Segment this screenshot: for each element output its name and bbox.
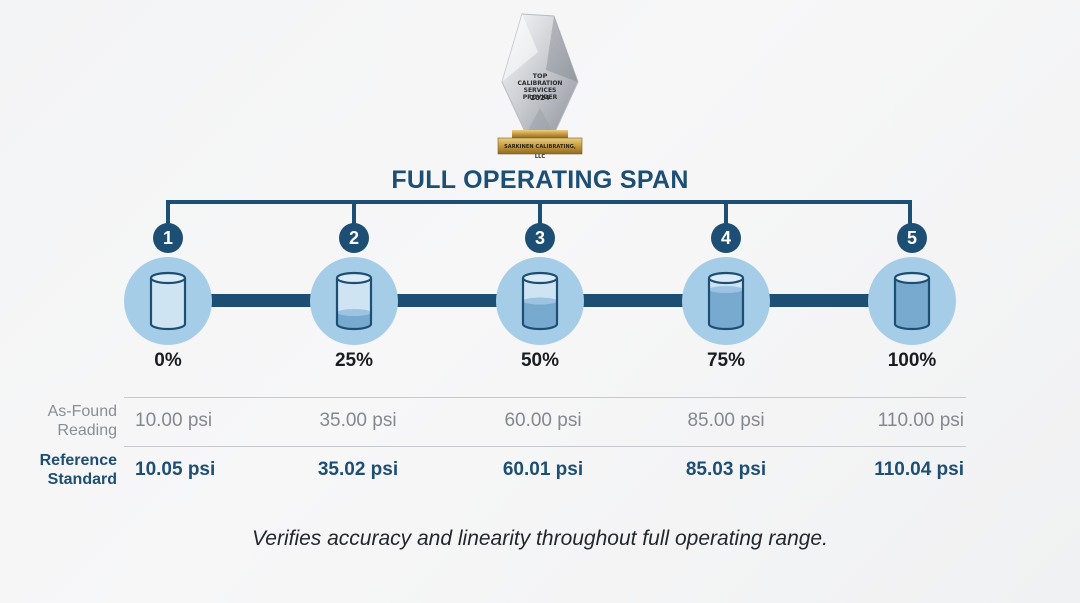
bracket-stem [166, 200, 170, 226]
as-found-value-3: 60.00 psi [504, 410, 582, 431]
liquid-level [895, 278, 929, 324]
as-found-label-line1: As-Found [47, 403, 117, 420]
bracket-stem [908, 200, 912, 226]
step-badge-1: 1 [153, 223, 183, 253]
as-found-label-line2: Reading [57, 422, 117, 439]
connector-bar [207, 294, 333, 307]
caption: Verifies accuracy and linearity througho… [252, 527, 828, 550]
award-line-top: TOP [532, 72, 548, 80]
as-found-value-4: 85.00 psi [687, 410, 765, 431]
cylinder-icon [707, 271, 745, 331]
level-circle-4 [682, 257, 770, 345]
level-circle-3 [496, 257, 584, 345]
as-found-value-2: 35.00 psi [319, 410, 397, 431]
bracket-stem [352, 200, 356, 226]
step-badge-3: 3 [525, 223, 555, 253]
percent-label-4: 75% [706, 350, 746, 371]
percent-label-3: 50% [520, 350, 560, 371]
cylinder-icon [149, 271, 187, 331]
liquid-level [709, 289, 743, 324]
reference-value-3: 60.01 psi [502, 459, 584, 480]
cylinder-icon [335, 271, 373, 331]
cylinder-icon [521, 271, 559, 331]
as-found-value-1: 10.00 psi [135, 410, 213, 431]
award-line-services: SERVICES PROVIDER [522, 87, 558, 101]
reference-value-5: 110.04 psi [874, 459, 964, 480]
level-circle-1 [124, 257, 212, 345]
diagram-title: FULL OPERATING SPAN [391, 166, 689, 194]
reference-label-line1: Reference [39, 452, 117, 469]
award-line-calibration: CALIBRATION [517, 80, 563, 87]
connector-bar [579, 294, 705, 307]
step-badge-4: 4 [711, 223, 741, 253]
step-badge-2: 2 [339, 223, 369, 253]
percent-label-1: 0% [154, 350, 182, 371]
liquid-level [337, 312, 371, 324]
bracket-stem [724, 200, 728, 226]
award-plate-text: SARKINEN CALIBRATING, LLC [504, 144, 576, 160]
reference-row-label: Reference Standard [7, 451, 117, 489]
table-divider [124, 446, 966, 447]
award-line-year: 2024 [530, 94, 550, 102]
level-circle-2 [310, 257, 398, 345]
reference-label-line2: Standard [47, 471, 117, 488]
as-found-value-5: 110.00 psi [877, 410, 964, 431]
bracket-stem [538, 200, 542, 226]
award-trophy-icon: TOP CALIBRATION SERVICES PROVIDER 2024 S… [494, 12, 586, 160]
cylinder-icon [893, 271, 931, 331]
reference-value-4: 85.03 psi [685, 459, 767, 480]
step-badge-5: 5 [897, 223, 927, 253]
as-found-row-label: As-Found Reading [7, 402, 117, 440]
connector-bar [393, 294, 519, 307]
liquid-level [523, 301, 557, 324]
percent-label-5: 100% [887, 350, 937, 371]
table-divider [124, 397, 966, 398]
percent-label-2: 25% [334, 350, 374, 371]
connector-bar [765, 294, 891, 307]
level-circle-5 [868, 257, 956, 345]
reference-value-2: 35.02 psi [317, 459, 399, 480]
reference-value-1: 10.05 psi [135, 459, 216, 480]
